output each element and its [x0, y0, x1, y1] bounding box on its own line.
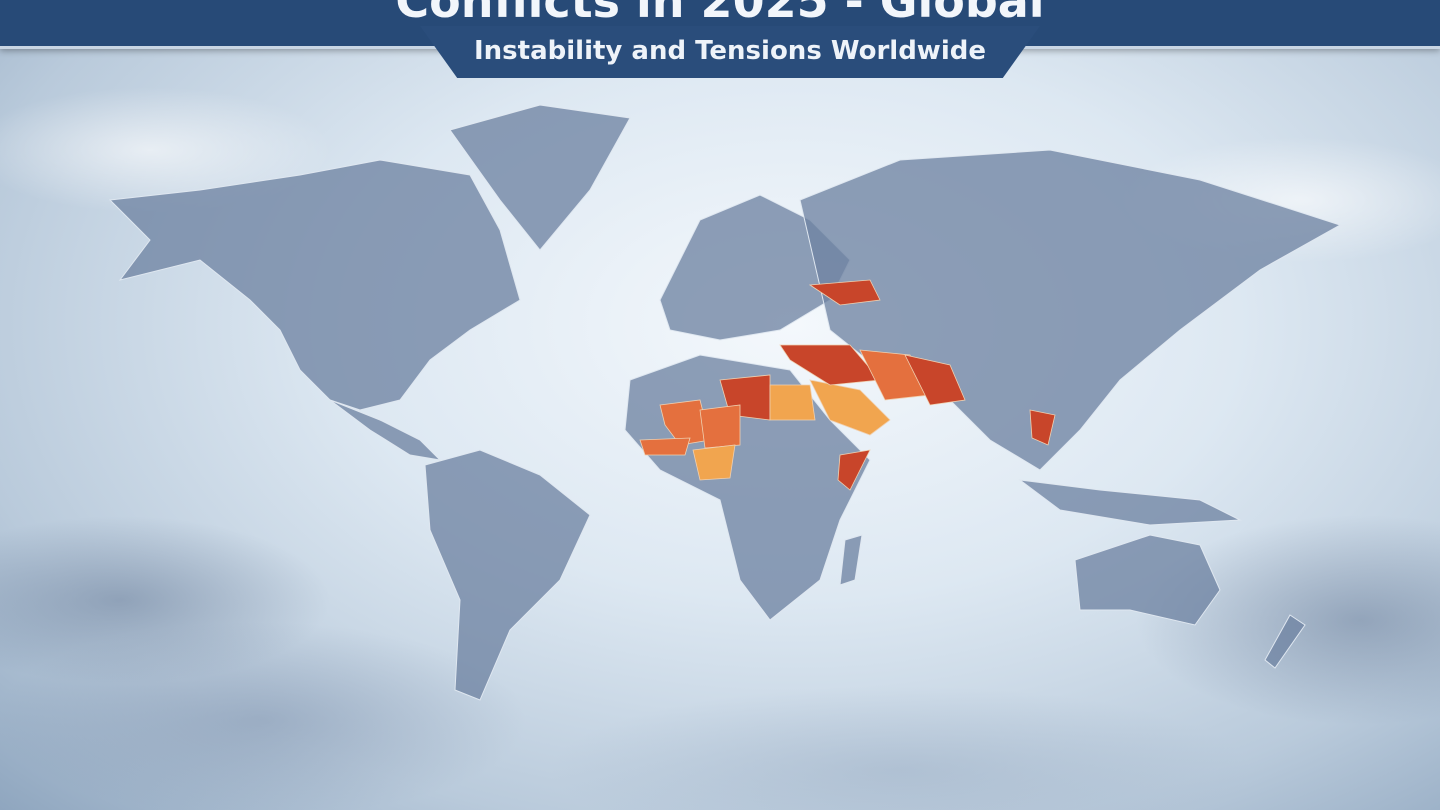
conflict-region-myanmar — [1029, 409, 1056, 446]
page-title: Conflicts in 2025 - Global — [395, 0, 1045, 28]
conflict-region-niger — [699, 404, 741, 449]
conflict-region-somalia — [837, 449, 871, 491]
conflict-region-syria-iraq — [779, 344, 881, 386]
subtitle-banner — [420, 26, 1040, 78]
conflict-region-ukraine — [808, 279, 881, 306]
new-zealand — [1264, 614, 1306, 669]
australia — [1074, 534, 1221, 626]
central-america — [329, 399, 442, 461]
conflict-region-nigeria — [692, 444, 736, 481]
southeast-asia-islands — [1018, 479, 1242, 526]
conflict-region-saudi-arabia — [809, 379, 891, 436]
conflict-region-mali — [659, 399, 711, 446]
greenland — [449, 104, 631, 251]
conflict-region-burkina-faso — [639, 437, 691, 456]
page-subtitle: Instability and Tensions Worldwide — [474, 36, 986, 66]
conflict-region-egypt — [769, 384, 816, 421]
north-america — [108, 159, 521, 411]
conflict-region-afghanistan-pakistan — [904, 354, 966, 406]
south-america — [424, 449, 591, 701]
madagascar — [839, 534, 863, 586]
